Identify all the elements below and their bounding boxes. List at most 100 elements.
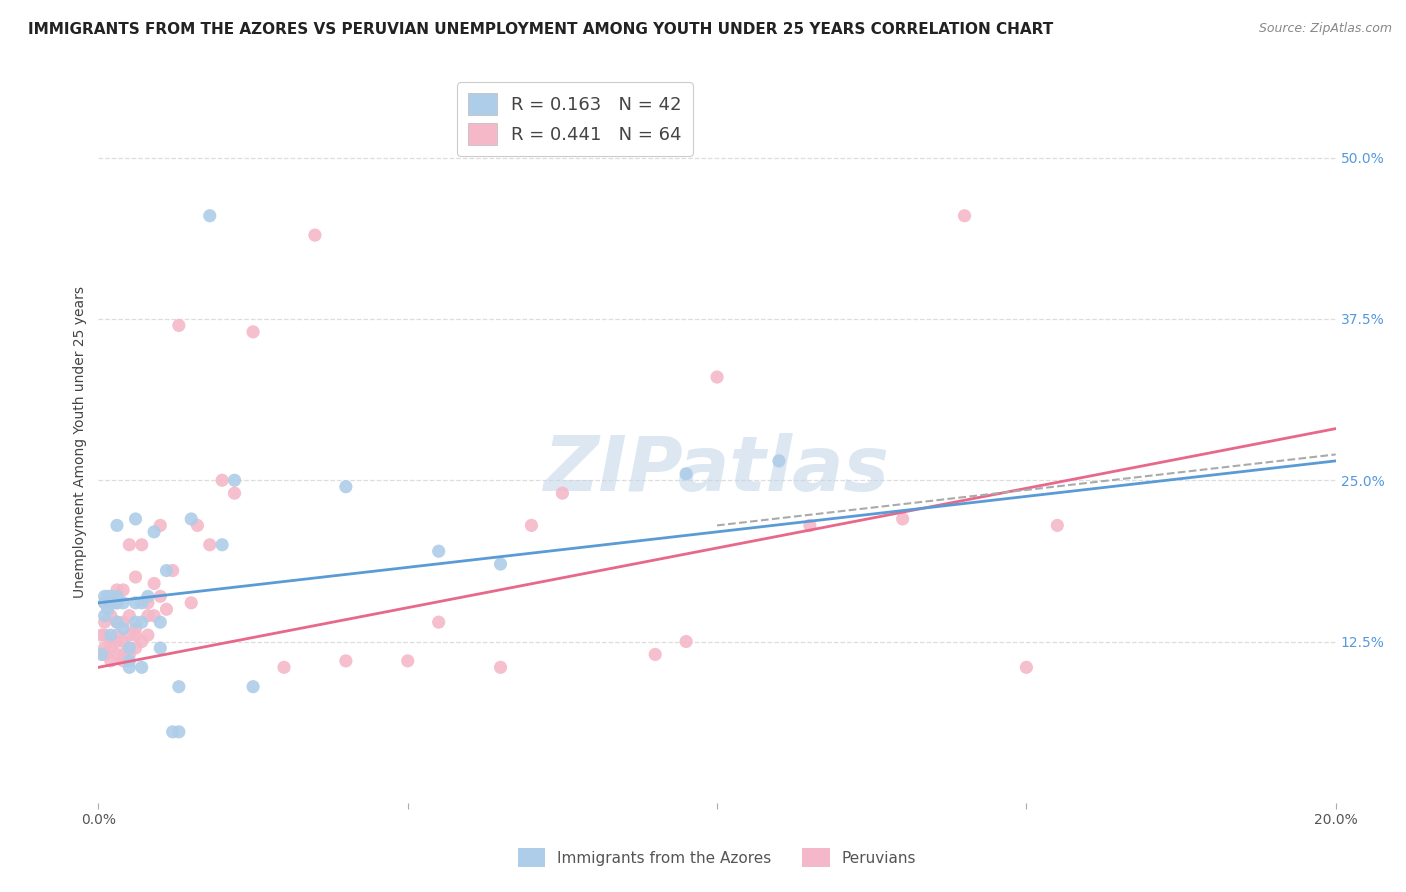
Point — [335, 654, 357, 668]
Point — [93, 640, 115, 655]
Point — [105, 590, 128, 604]
Point — [105, 582, 128, 597]
Point — [105, 648, 128, 662]
Point — [706, 370, 728, 384]
Point — [155, 602, 177, 616]
Point — [112, 582, 135, 597]
Point — [136, 628, 159, 642]
Point — [149, 615, 172, 630]
Point — [396, 654, 419, 668]
Point — [1046, 518, 1069, 533]
Point — [131, 596, 153, 610]
Point — [551, 486, 574, 500]
Point — [124, 570, 146, 584]
Point — [143, 576, 166, 591]
Point — [124, 640, 146, 655]
Point — [105, 518, 128, 533]
Point — [167, 724, 190, 739]
Y-axis label: Unemployment Among Youth under 25 years: Unemployment Among Youth under 25 years — [73, 285, 87, 598]
Point — [90, 628, 112, 642]
Text: IMMIGRANTS FROM THE AZORES VS PERUVIAN UNEMPLOYMENT AMONG YOUTH UNDER 25 YEARS C: IMMIGRANTS FROM THE AZORES VS PERUVIAN U… — [28, 22, 1053, 37]
Point — [124, 628, 146, 642]
Point — [211, 538, 233, 552]
Point — [118, 608, 141, 623]
Point — [644, 648, 666, 662]
Point — [105, 596, 128, 610]
Point — [93, 648, 115, 662]
Point — [180, 512, 202, 526]
Point — [105, 615, 128, 630]
Point — [105, 628, 128, 642]
Point — [118, 538, 141, 552]
Point — [124, 596, 146, 610]
Point — [427, 615, 450, 630]
Point — [162, 564, 184, 578]
Point — [143, 608, 166, 623]
Point — [489, 660, 512, 674]
Point — [489, 557, 512, 571]
Point — [167, 318, 190, 333]
Point — [891, 512, 914, 526]
Point — [136, 608, 159, 623]
Point — [180, 596, 202, 610]
Point — [675, 634, 697, 648]
Point — [112, 622, 135, 636]
Point — [167, 680, 190, 694]
Point — [112, 615, 135, 630]
Point — [118, 640, 141, 655]
Point — [100, 608, 122, 623]
Point — [162, 724, 184, 739]
Point — [520, 518, 543, 533]
Point — [124, 512, 146, 526]
Point — [273, 660, 295, 674]
Point — [112, 596, 135, 610]
Point — [211, 473, 233, 487]
Point — [93, 590, 115, 604]
Point — [124, 622, 146, 636]
Point — [100, 634, 122, 648]
Point — [131, 538, 153, 552]
Point — [90, 648, 112, 662]
Point — [97, 590, 120, 604]
Point — [131, 615, 153, 630]
Point — [242, 325, 264, 339]
Point — [93, 608, 115, 623]
Text: Source: ZipAtlas.com: Source: ZipAtlas.com — [1258, 22, 1392, 36]
Point — [143, 524, 166, 539]
Point — [118, 654, 141, 668]
Point — [304, 228, 326, 243]
Point — [1015, 660, 1038, 674]
Point — [112, 634, 135, 648]
Point — [93, 596, 115, 610]
Text: ZIPatlas: ZIPatlas — [544, 434, 890, 508]
Point — [124, 615, 146, 630]
Point — [953, 209, 976, 223]
Point — [100, 640, 122, 655]
Point — [100, 654, 122, 668]
Point — [675, 467, 697, 481]
Point — [112, 654, 135, 668]
Point — [118, 628, 141, 642]
Point — [97, 602, 120, 616]
Point — [149, 640, 172, 655]
Point — [100, 590, 122, 604]
Point — [105, 634, 128, 648]
Point — [242, 680, 264, 694]
Point — [118, 648, 141, 662]
Point — [799, 518, 821, 533]
Point — [136, 590, 159, 604]
Point — [93, 596, 115, 610]
Point — [118, 660, 141, 674]
Point — [149, 590, 172, 604]
Point — [131, 634, 153, 648]
Point — [93, 628, 115, 642]
Point — [112, 648, 135, 662]
Point — [427, 544, 450, 558]
Point — [149, 518, 172, 533]
Legend: Immigrants from the Azores, Peruvians: Immigrants from the Azores, Peruvians — [510, 841, 924, 875]
Point — [768, 454, 790, 468]
Point — [100, 628, 122, 642]
Point — [136, 596, 159, 610]
Point — [105, 615, 128, 630]
Point — [100, 596, 122, 610]
